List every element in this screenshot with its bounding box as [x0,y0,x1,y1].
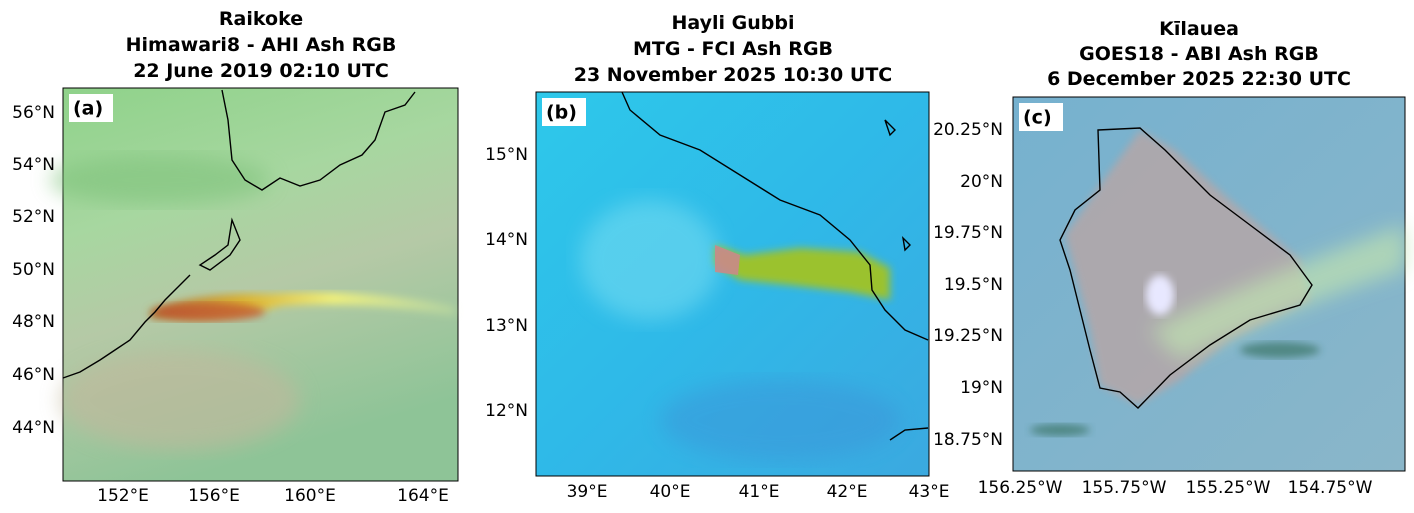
x-tick-label: 160°E [284,486,336,506]
x-tick-label: 155.25°W [1186,478,1271,498]
panel-title: GOES18 - ABI Ash RGB [1079,43,1319,65]
y-tick-label: 44°N [12,418,55,438]
y-tick-label: 19.5°N [944,275,1003,295]
x-tick-label: 40°E [650,482,691,502]
x-tick-label: 41°E [739,482,780,502]
panel-label: (c) [1023,107,1052,129]
y-tick-label: 19°N [960,378,1003,398]
y-tick-label: 20°N [960,172,1003,192]
x-tick-label: 156.25°W [978,478,1063,498]
y-tick-label: 14°N [485,230,528,250]
x-tick-label: 164°E [397,486,449,506]
x-tick-label: 43°E [909,482,950,502]
y-tick-label: 18.75°N [933,430,1003,450]
panel-title: Hayli Gubbi [672,12,795,34]
map-panel-a [50,87,459,482]
panel-label-box [1019,103,1063,131]
y-tick-label: 19.75°N [933,223,1003,243]
panel-title: 23 November 2025 10:30 UTC [574,64,892,86]
y-tick-label: 15°N [485,145,528,165]
y-tick-label: 13°N [485,316,528,336]
y-tick-label: 52°N [12,207,55,227]
map-panel-c [1012,96,1406,472]
panel-title: 6 December 2025 22:30 UTC [1047,68,1351,90]
panel-title: 22 June 2019 02:10 UTC [133,60,389,82]
y-tick-label: 50°N [12,260,55,280]
x-tick-label: 42°E [827,482,868,502]
panel-label-box [542,98,586,126]
x-tick-label: 39°E [567,482,608,502]
panel-title: Raikoke [219,8,303,30]
y-tick-label: 46°N [12,365,55,385]
panel-title: Kīlauea [1159,18,1239,40]
y-tick-label: 48°N [12,312,55,332]
panel-title: MTG - FCI Ash RGB [633,38,833,60]
panel-label: (b) [546,102,577,124]
x-tick-label: 152°E [97,486,149,506]
y-tick-label: 12°N [485,401,528,421]
x-tick-label: 156°E [188,486,240,506]
panel-label-box [69,94,113,122]
y-tick-label: 54°N [12,155,55,175]
panel-label: (a) [73,98,103,120]
y-tick-label: 56°N [12,103,55,123]
map-panel-b [535,91,930,477]
x-tick-label: 154.75°W [1288,478,1373,498]
y-tick-label: 20.25°N [933,120,1003,140]
panel-title: Himawari8 - AHI Ash RGB [126,34,397,56]
y-tick-label: 19.25°N [933,326,1003,346]
x-tick-label: 155.75°W [1082,478,1167,498]
